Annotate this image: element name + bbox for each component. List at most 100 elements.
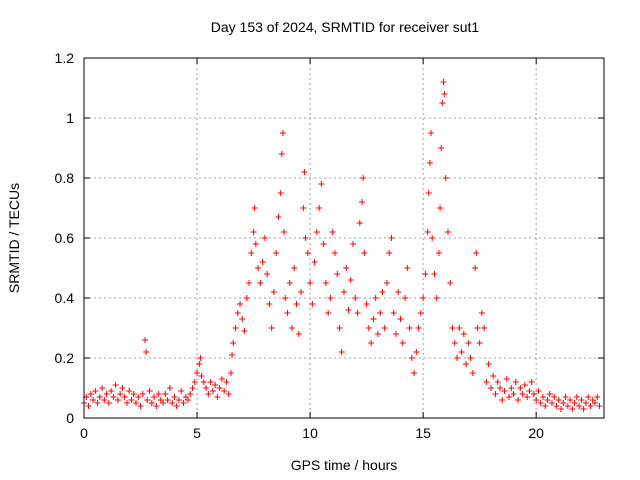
data-point (428, 130, 435, 136)
data-point (270, 289, 277, 295)
data-point (300, 205, 307, 211)
data-point (266, 301, 273, 307)
data-point (329, 229, 336, 235)
data-point (490, 373, 497, 379)
data-point (578, 397, 585, 403)
data-point (580, 406, 587, 412)
data-point (526, 388, 533, 394)
data-point (350, 241, 357, 247)
data-point (354, 310, 361, 316)
data-point (483, 379, 490, 385)
data-point (438, 145, 445, 151)
data-point (191, 379, 198, 385)
data-point (399, 340, 406, 346)
y-tick-label: 1.2 (55, 50, 75, 66)
data-point (114, 397, 121, 403)
data-point (325, 310, 332, 316)
data-point (535, 388, 542, 394)
data-point (99, 385, 106, 391)
data-point (360, 175, 367, 181)
data-point (542, 403, 549, 409)
data-point (293, 301, 300, 307)
data-point (105, 400, 112, 406)
y-tick-label: 0.8 (55, 170, 75, 186)
data-point (117, 391, 124, 397)
data-point (558, 406, 565, 412)
x-tick-label: 10 (302, 425, 318, 441)
data-point (569, 406, 576, 412)
data-point (160, 400, 167, 406)
data-point (363, 301, 370, 307)
data-point (112, 382, 119, 388)
data-point (390, 310, 397, 316)
data-point (437, 205, 444, 211)
data-points (81, 79, 603, 412)
data-point (155, 391, 162, 397)
data-point (119, 385, 126, 391)
data-point (472, 265, 479, 271)
data-point (356, 220, 363, 226)
data-point (178, 388, 185, 394)
data-point (110, 394, 117, 400)
data-point (460, 331, 467, 337)
data-point (230, 340, 237, 346)
data-point (408, 355, 415, 361)
data-point (388, 235, 395, 241)
data-point (252, 241, 259, 247)
data-point (96, 394, 103, 400)
data-point (304, 250, 311, 256)
data-point (173, 403, 180, 409)
y-tick-label: 0.2 (55, 350, 75, 366)
data-point (268, 325, 275, 331)
data-point (417, 310, 424, 316)
data-point (560, 400, 567, 406)
data-point (189, 385, 196, 391)
data-point (232, 325, 239, 331)
data-point (212, 382, 219, 388)
data-point (171, 394, 178, 400)
data-point (528, 379, 535, 385)
data-point (426, 160, 433, 166)
data-point (458, 349, 465, 355)
data-point (121, 394, 128, 400)
data-point (175, 397, 182, 403)
data-point (576, 403, 583, 409)
data-point (374, 331, 381, 337)
data-point (440, 79, 447, 85)
data-point (126, 388, 133, 394)
data-point (209, 388, 216, 394)
data-point (298, 289, 305, 295)
data-point (361, 250, 368, 256)
data-point (139, 391, 146, 397)
data-point (571, 400, 578, 406)
data-point (108, 388, 115, 394)
data-point (223, 379, 230, 385)
data-point (553, 403, 560, 409)
data-point (441, 91, 448, 97)
data-point (185, 397, 191, 403)
data-point (465, 340, 472, 346)
data-point (289, 325, 295, 331)
data-point (281, 229, 288, 235)
data-point (282, 295, 289, 301)
data-point (311, 259, 318, 265)
data-point (180, 400, 187, 406)
data-point (402, 295, 409, 301)
data-point (439, 100, 446, 106)
data-point (90, 397, 97, 403)
data-point (377, 310, 384, 316)
data-point (449, 325, 456, 331)
data-point (501, 388, 508, 394)
data-point (445, 229, 451, 235)
data-point (381, 325, 388, 331)
data-point (506, 394, 513, 400)
data-point (216, 385, 223, 391)
data-point (255, 265, 262, 271)
data-point (386, 250, 393, 256)
data-point (476, 340, 483, 346)
data-point (481, 325, 488, 331)
data-point (539, 394, 546, 400)
data-point (151, 394, 158, 400)
data-point (503, 376, 510, 382)
data-point (447, 280, 454, 286)
